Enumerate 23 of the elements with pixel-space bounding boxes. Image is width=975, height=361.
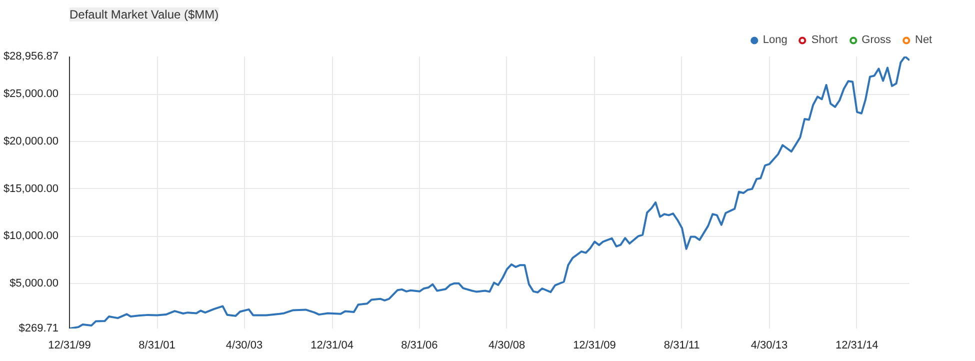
x-tick-label: 12/31/99: [48, 340, 91, 352]
legend-label: Short: [811, 34, 838, 46]
legend-label: Gross: [862, 34, 891, 46]
legend-label: Net: [915, 34, 934, 46]
y-tick-label: $5,000.00: [10, 278, 58, 290]
x-tick-label: 4/30/13: [750, 340, 788, 352]
y-tick-label: $15,000.00: [3, 182, 59, 195]
y-tick-label: $20,000.00: [3, 135, 59, 148]
x-tick-label: 4/30/03: [226, 340, 263, 352]
x-tick-label: 12/31/04: [310, 340, 354, 352]
line-series: [70, 56, 910, 328]
x-tick-label: 8/31/06: [401, 340, 438, 352]
x-tick-label: 8/31/01: [138, 340, 176, 352]
y-tick-label: $10,000.00: [3, 230, 59, 242]
x-tick-label: 12/31/09: [573, 340, 616, 352]
y-tick-label: $28,956.87: [3, 50, 59, 62]
x-tick-label: 8/31/11: [664, 340, 700, 352]
chart-title: Default Market Value ($MM): [70, 8, 219, 22]
y-tick-label: $25,000.00: [3, 88, 59, 100]
legend-label: Long: [762, 34, 788, 46]
x-tick-label: 12/31/14: [835, 340, 878, 352]
x-tick-label: 4/30/08: [488, 340, 526, 352]
y-tick-label: $269.71: [18, 322, 59, 334]
